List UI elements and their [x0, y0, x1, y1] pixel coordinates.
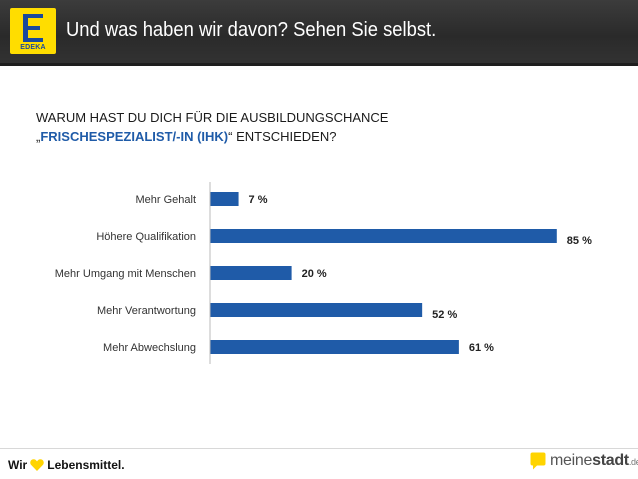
heart-icon — [30, 459, 44, 471]
data-label: 52 % — [432, 309, 457, 321]
wordmark-tld: .de — [628, 457, 638, 467]
bar — [210, 340, 459, 354]
data-label: 85 % — [567, 235, 592, 247]
header-bar: EDEKA Und was haben wir davon? Sehen Sie… — [0, 0, 638, 66]
question-line-2: „FRISCHESPEZIALIST/-IN (IHK)“ ENTSCHIEDE… — [36, 127, 388, 146]
question-open-quote: „ — [36, 129, 41, 144]
bar — [210, 192, 239, 206]
bar-chart: Mehr Gehalt Höhere Qualifikation Mehr Umga… — [55, 182, 592, 364]
wordmark-meine: meine — [550, 452, 593, 469]
page-title: Und was haben wir davon? Sehen Sie selbs… — [66, 19, 437, 41]
category-label: Mehr Verantwortung — [97, 305, 196, 317]
question-close-text: “ ENTSCHIEDEN? — [228, 129, 337, 144]
edeka-logo-text: EDEKA — [20, 44, 46, 51]
speech-bubble-icon — [530, 452, 546, 470]
edeka-e-icon — [23, 14, 43, 42]
wordmark-stadt: stadt — [592, 452, 629, 469]
footer-slogan: Wir Lebensmittel. — [8, 458, 125, 472]
category-label: Mehr Umgang mit Menschen — [55, 268, 196, 280]
data-label: 20 % — [302, 268, 327, 280]
data-label: 61 % — [469, 342, 494, 354]
bar — [210, 229, 557, 243]
category-label: Mehr Gehalt — [135, 194, 196, 206]
meinestadt-wordmark: meinestadt.de — [550, 452, 638, 470]
edeka-logo: EDEKA — [10, 8, 56, 54]
survey-question: WARUM HAST DU DICH FÜR DIE AUSBILDUNGSCH… — [36, 108, 388, 146]
data-label: 7 % — [249, 194, 268, 206]
question-line-1: WARUM HAST DU DICH FÜR DIE AUSBILDUNGSCH… — [36, 110, 389, 125]
category-label: Höhere Qualifikation — [96, 231, 196, 243]
category-label: Mehr Abwechslung — [103, 342, 196, 354]
slogan-rest: Lebensmittel. — [47, 458, 125, 472]
question-highlight: FRISCHESPEZIALIST/-IN (IHK) — [40, 129, 229, 144]
bar — [210, 266, 292, 280]
slogan-wir: Wir — [8, 458, 28, 472]
bar — [210, 303, 423, 317]
meinestadt-logo: meinestadt.de — [530, 452, 638, 470]
footer-divider — [0, 448, 638, 449]
